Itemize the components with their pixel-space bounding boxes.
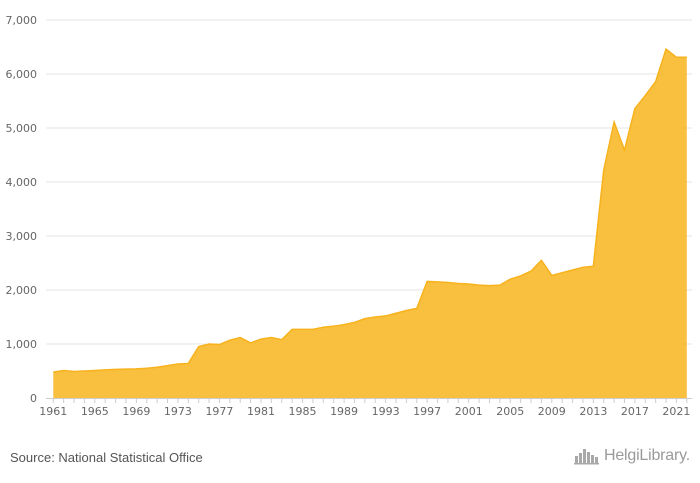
x-tick-label: 1961 xyxy=(39,405,67,418)
y-axis-labels: 0 1,000 2,000 3,000 4,000 5,000 6,000 7,000 xyxy=(6,14,38,405)
x-axis: 1961 1965 1969 1973 1977 1981 1985 1989 1993 1997… xyxy=(39,398,692,418)
x-tick-label: 2005 xyxy=(496,405,524,418)
x-tick-label: 1981 xyxy=(247,405,275,418)
data-line xyxy=(53,47,687,373)
y-tick-label: 4,000 xyxy=(6,176,38,189)
x-tick-label: 2013 xyxy=(579,405,607,418)
x-tick-label: 1965 xyxy=(81,405,109,418)
logo-text: HelgiLibrary. xyxy=(603,447,690,464)
y-tick-label: 1,000 xyxy=(6,338,38,351)
x-tick-label: 1977 xyxy=(205,405,233,418)
y-tick-label: 5,000 xyxy=(6,122,38,135)
x-tick-label: 2009 xyxy=(538,405,566,418)
x-tick-label: 1985 xyxy=(289,405,317,418)
x-tick-label: 1969 xyxy=(122,405,150,418)
y-tick-label: 6,000 xyxy=(6,68,38,81)
x-tick-label: 1997 xyxy=(413,405,441,418)
y-tick-label: 0 xyxy=(30,392,37,405)
source-note: Source: National Statistical Office xyxy=(10,450,203,465)
gridlines xyxy=(46,19,692,345)
x-tick-label: 2001 xyxy=(455,405,483,418)
y-tick-label: 2,000 xyxy=(6,284,38,297)
x-tick-label: 2021 xyxy=(662,405,690,418)
x-tick-label: 1989 xyxy=(330,405,358,418)
y-tick-label: 3,000 xyxy=(6,230,38,243)
skyline-icon xyxy=(573,447,600,465)
x-tick-label: 1973 xyxy=(164,405,192,418)
helgi-library-logo: HelgiLibrary. xyxy=(573,447,690,465)
x-tick-label: 2017 xyxy=(621,405,649,418)
y-tick-label: 7,000 xyxy=(6,14,38,27)
chart: 0 1,000 2,000 3,000 4,000 5,000 6,000 7,000 196… xyxy=(6,14,692,418)
data-area xyxy=(53,49,687,398)
x-tick-label: 1993 xyxy=(372,405,400,418)
